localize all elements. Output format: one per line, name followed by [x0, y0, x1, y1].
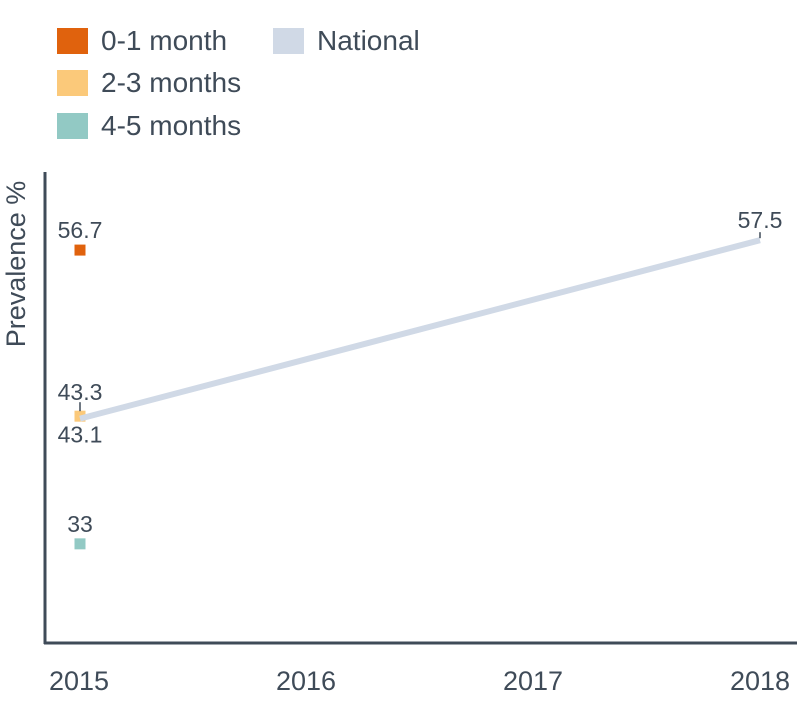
- data-label-2-3-months-2015: 43.3: [58, 379, 103, 405]
- legend-label: 2-3 months: [101, 67, 241, 98]
- legend-item-4-5-months: 4-5 months: [57, 110, 241, 141]
- series-national: [79, 237, 761, 422]
- legend-item-national: National: [273, 25, 420, 56]
- legend-swatch: [57, 113, 88, 139]
- legend-swatch: [57, 28, 88, 54]
- series-line-national: [79, 237, 761, 422]
- legend-label: National: [317, 25, 420, 56]
- legend: 0-1 month 2-3 months 4-5 months National: [57, 25, 420, 141]
- data-label-national-2018: 57.5: [738, 207, 783, 233]
- data-point-4-5-months-2015: [74, 538, 86, 550]
- x-tick-label-2015: 2015: [49, 666, 109, 696]
- data-point-0-1-month-2015: [74, 244, 86, 256]
- x-tick-label-2016: 2016: [276, 666, 336, 696]
- data-label-4-5-months-2015: 33: [67, 511, 93, 537]
- legend-item-0-1-month: 0-1 month: [57, 25, 227, 56]
- series-4-5-months: [74, 538, 86, 550]
- axes: Prevalence %: [1, 172, 797, 645]
- data-labels: 56.7 43.3 33 43.1 57.5: [58, 207, 783, 537]
- series: [74, 237, 761, 550]
- legend-label: 4-5 months: [101, 110, 241, 141]
- legend-swatch: [57, 70, 88, 96]
- data-label-national-2015: 43.1: [58, 422, 103, 448]
- x-tick-label-2017: 2017: [503, 666, 563, 696]
- data-label-0-1-month-2015: 56.7: [58, 217, 103, 243]
- x-tick-label-2018: 2018: [730, 666, 790, 696]
- series-0-1-month: [74, 244, 86, 256]
- legend-item-2-3-months: 2-3 months: [57, 67, 241, 98]
- y-axis-label: Prevalence %: [1, 181, 31, 348]
- x-tick-labels: 2015 2016 2017 2018: [49, 666, 790, 696]
- legend-swatch: [273, 28, 304, 54]
- legend-label: 0-1 month: [101, 25, 227, 56]
